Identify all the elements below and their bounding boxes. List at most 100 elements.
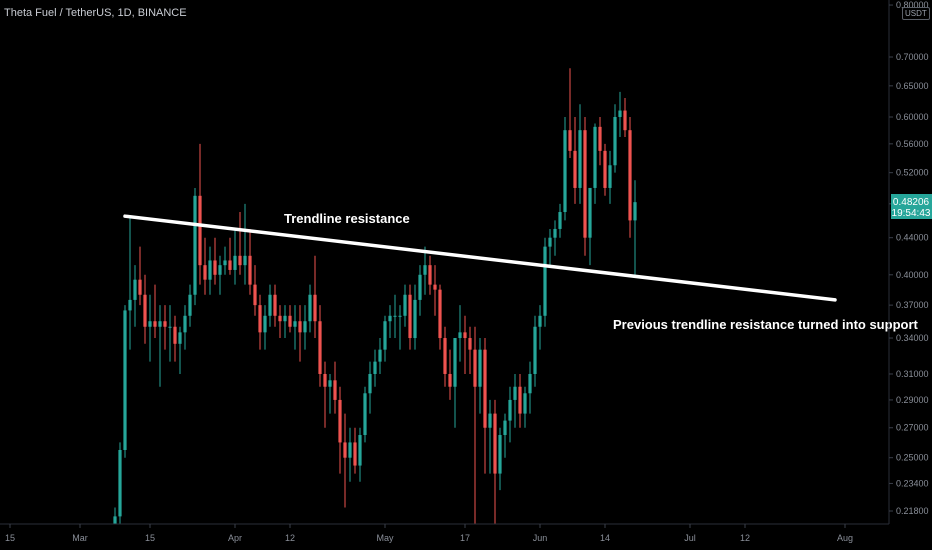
candle[interactable] bbox=[168, 305, 172, 362]
candle[interactable] bbox=[113, 507, 117, 524]
candle[interactable] bbox=[223, 246, 227, 275]
candle[interactable] bbox=[298, 305, 302, 362]
candle[interactable] bbox=[128, 216, 132, 350]
candle[interactable] bbox=[473, 326, 477, 524]
candle[interactable] bbox=[618, 91, 622, 137]
candle[interactable] bbox=[218, 255, 222, 295]
candle[interactable] bbox=[518, 373, 522, 428]
candle[interactable] bbox=[363, 386, 367, 443]
candle[interactable] bbox=[178, 326, 182, 374]
price-axis[interactable]: 0.21800 0.23400 0.25000 0.27000 0.29000 0.310… bbox=[888, 0, 929, 524]
candle[interactable] bbox=[553, 220, 557, 256]
candle[interactable] bbox=[408, 284, 412, 350]
candle[interactable] bbox=[343, 413, 347, 508]
candle[interactable] bbox=[413, 284, 417, 350]
candle[interactable] bbox=[628, 116, 632, 238]
candle[interactable] bbox=[248, 228, 252, 295]
candle[interactable] bbox=[213, 237, 217, 285]
candle[interactable] bbox=[263, 305, 267, 350]
candle[interactable] bbox=[163, 305, 167, 350]
candle[interactable] bbox=[238, 212, 242, 275]
candle[interactable] bbox=[193, 187, 197, 306]
candle[interactable] bbox=[133, 265, 137, 327]
candle[interactable] bbox=[398, 305, 402, 350]
candle[interactable] bbox=[493, 399, 497, 524]
candle[interactable] bbox=[388, 305, 392, 339]
candle[interactable] bbox=[598, 116, 602, 166]
candle[interactable] bbox=[393, 294, 397, 339]
candle[interactable] bbox=[468, 326, 472, 374]
candle[interactable] bbox=[503, 413, 507, 458]
candle[interactable] bbox=[573, 116, 577, 204]
candle[interactable] bbox=[438, 284, 442, 350]
trendline[interactable] bbox=[123, 214, 837, 302]
candle[interactable] bbox=[453, 338, 457, 428]
candle[interactable] bbox=[268, 284, 272, 327]
candle[interactable] bbox=[243, 203, 247, 285]
candle[interactable] bbox=[623, 98, 627, 137]
candle[interactable] bbox=[488, 399, 492, 474]
candle[interactable] bbox=[283, 305, 287, 339]
candle[interactable] bbox=[153, 284, 157, 339]
candle[interactable] bbox=[273, 284, 277, 327]
time-axis[interactable]: 15 Mar 15 Apr 12 May 17 Jun 14 Jul 12 Aug bbox=[0, 523, 889, 543]
candle[interactable] bbox=[118, 442, 122, 524]
candle[interactable] bbox=[563, 116, 567, 221]
candle[interactable] bbox=[608, 150, 612, 204]
candle[interactable] bbox=[433, 265, 437, 316]
candle[interactable] bbox=[523, 386, 527, 428]
candle[interactable] bbox=[328, 373, 332, 414]
candle[interactable] bbox=[403, 284, 407, 327]
candle[interactable] bbox=[183, 305, 187, 350]
candle[interactable] bbox=[123, 305, 127, 458]
candle[interactable] bbox=[208, 246, 212, 295]
candle[interactable] bbox=[203, 237, 207, 295]
candle[interactable] bbox=[448, 349, 452, 400]
candle[interactable] bbox=[148, 294, 152, 362]
candle[interactable] bbox=[423, 246, 427, 295]
candle[interactable] bbox=[498, 427, 502, 491]
candle[interactable] bbox=[333, 361, 337, 414]
candle[interactable] bbox=[173, 315, 177, 362]
candle[interactable] bbox=[593, 123, 597, 204]
candle[interactable] bbox=[353, 427, 357, 474]
candle[interactable] bbox=[538, 305, 542, 350]
candle[interactable] bbox=[358, 427, 362, 482]
candle[interactable] bbox=[288, 305, 292, 333]
candle[interactable] bbox=[258, 294, 262, 350]
candle[interactable] bbox=[313, 255, 317, 339]
candle[interactable] bbox=[508, 386, 512, 443]
candle[interactable] bbox=[513, 373, 517, 428]
candle[interactable] bbox=[463, 315, 467, 374]
candle[interactable] bbox=[558, 203, 562, 238]
candle[interactable] bbox=[543, 237, 547, 327]
candle[interactable] bbox=[318, 305, 322, 387]
candle[interactable] bbox=[483, 338, 487, 474]
candle[interactable] bbox=[383, 315, 387, 362]
candle[interactable] bbox=[443, 326, 447, 387]
candle[interactable] bbox=[278, 305, 282, 339]
candle[interactable] bbox=[368, 361, 372, 414]
candle[interactable] bbox=[138, 246, 142, 306]
candle[interactable] bbox=[478, 338, 482, 414]
candle[interactable] bbox=[228, 237, 232, 275]
candle[interactable] bbox=[583, 116, 587, 256]
candle[interactable] bbox=[428, 255, 432, 295]
candle[interactable] bbox=[533, 315, 537, 387]
candle[interactable] bbox=[568, 68, 572, 158]
candle[interactable] bbox=[588, 187, 592, 266]
candle[interactable] bbox=[578, 104, 582, 204]
candle[interactable] bbox=[458, 305, 462, 362]
candle[interactable] bbox=[373, 349, 377, 387]
candle[interactable] bbox=[348, 427, 352, 482]
candle[interactable] bbox=[293, 305, 297, 350]
candle[interactable] bbox=[233, 228, 237, 285]
candle[interactable] bbox=[303, 305, 307, 350]
currency-badge[interactable]: USDT bbox=[902, 7, 930, 20]
candle[interactable] bbox=[308, 284, 312, 333]
candle[interactable] bbox=[143, 274, 147, 344]
candle[interactable] bbox=[198, 143, 202, 285]
candle[interactable] bbox=[548, 228, 552, 266]
candle[interactable] bbox=[528, 361, 532, 414]
